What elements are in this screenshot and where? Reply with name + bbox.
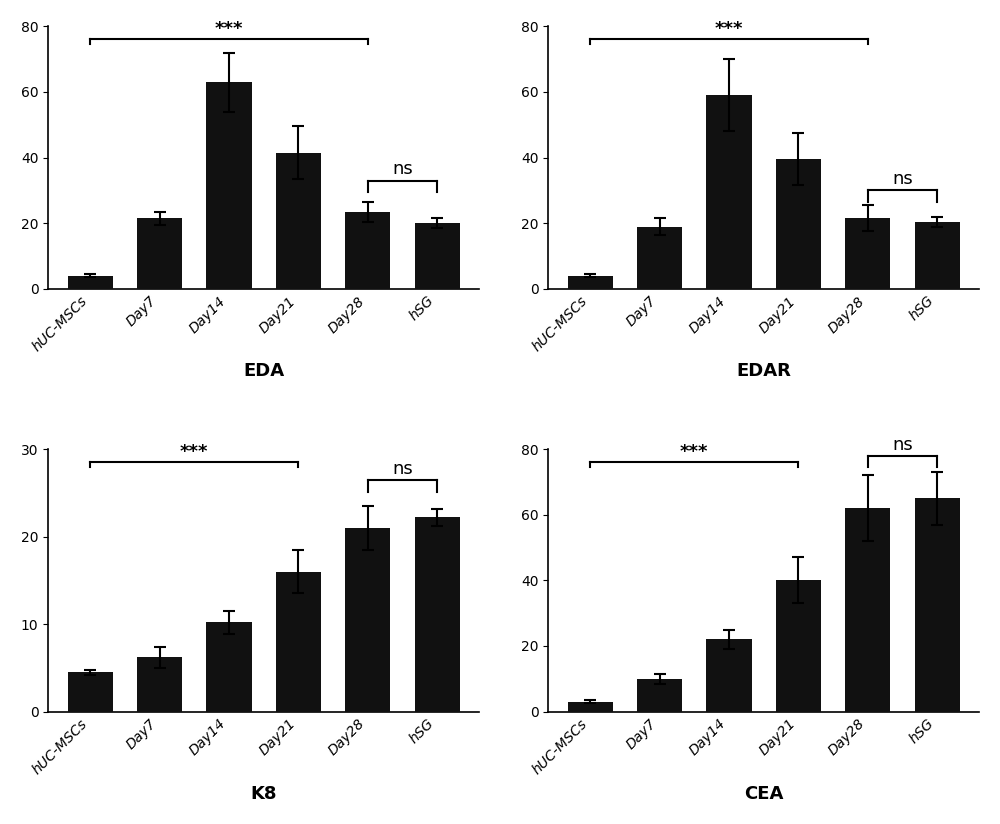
X-axis label: EDAR: EDAR <box>736 363 791 381</box>
Bar <box>137 658 182 712</box>
Text: ***: *** <box>180 442 209 461</box>
Text: ***: *** <box>680 442 709 461</box>
Text: ***: *** <box>715 20 743 38</box>
Bar <box>68 672 113 712</box>
Bar <box>276 572 321 712</box>
Bar <box>276 152 321 289</box>
Text: ns: ns <box>892 171 913 189</box>
Text: ns: ns <box>892 436 913 453</box>
Bar <box>568 276 613 289</box>
Bar <box>345 212 390 289</box>
Bar <box>776 159 821 289</box>
Bar <box>206 82 252 289</box>
Bar <box>637 679 682 712</box>
Bar <box>568 702 613 712</box>
Bar <box>845 218 890 289</box>
X-axis label: CEA: CEA <box>744 785 783 803</box>
Bar <box>206 622 252 712</box>
Bar <box>415 223 460 289</box>
Bar <box>706 639 752 712</box>
Bar <box>415 517 460 712</box>
Bar <box>776 580 821 712</box>
Bar <box>915 222 960 289</box>
X-axis label: K8: K8 <box>250 785 277 803</box>
Text: ns: ns <box>392 460 413 478</box>
Bar <box>915 499 960 712</box>
X-axis label: EDA: EDA <box>243 363 284 381</box>
Bar <box>706 96 752 289</box>
Text: ***: *** <box>215 20 243 38</box>
Bar <box>68 276 113 289</box>
Bar <box>845 508 890 712</box>
Bar <box>345 528 390 712</box>
Bar <box>637 227 682 289</box>
Text: ns: ns <box>392 161 413 179</box>
Bar <box>137 218 182 289</box>
